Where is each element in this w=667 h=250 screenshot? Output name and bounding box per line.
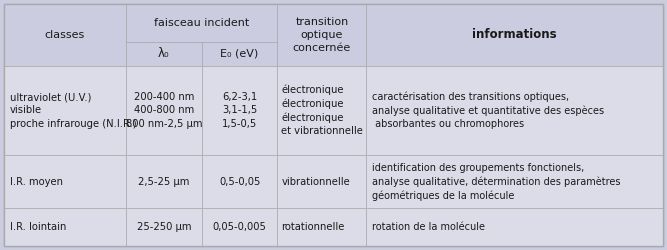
Text: I.R. lointain: I.R. lointain	[10, 222, 67, 232]
Bar	[366, 66, 663, 155]
Text: λ₀: λ₀	[158, 47, 169, 60]
Text: 200-400 nm
400-800 nm
800 nm-2,5 μm: 200-400 nm 400-800 nm 800 nm-2,5 μm	[125, 92, 202, 129]
Text: 0,5-0,05: 0,5-0,05	[219, 177, 260, 187]
Bar	[201, 66, 277, 155]
Bar	[277, 155, 366, 208]
Text: faisceau incident: faisceau incident	[154, 18, 249, 28]
Bar	[201, 208, 277, 246]
Text: transition
optique
concernée: transition optique concernée	[293, 17, 351, 53]
Bar	[4, 155, 126, 208]
Bar	[4, 66, 126, 155]
Bar	[126, 155, 201, 208]
Bar	[277, 208, 366, 246]
Text: classes: classes	[45, 30, 85, 40]
Bar	[126, 4, 277, 42]
Text: identification des groupements fonctionels,
analyse qualitative, détermination d: identification des groupements fonctione…	[372, 163, 621, 201]
Bar	[4, 208, 126, 246]
Text: caractérisation des transitions optiques,
analyse qualitative et quantitative de: caractérisation des transitions optiques…	[372, 92, 604, 129]
Text: 25-250 μm: 25-250 μm	[137, 222, 191, 232]
Text: vibrationnelle: vibrationnelle	[281, 177, 350, 187]
Text: E₀ (eV): E₀ (eV)	[221, 48, 259, 58]
Bar	[366, 155, 663, 208]
Bar	[277, 66, 366, 155]
Text: 2,5-25 μm: 2,5-25 μm	[138, 177, 189, 187]
Text: rotation de la molécule: rotation de la molécule	[372, 222, 486, 232]
Bar	[126, 42, 201, 66]
Text: électronique
électronique
électronique
et vibrationnelle: électronique électronique électronique e…	[281, 85, 364, 136]
Text: rotationnelle: rotationnelle	[281, 222, 345, 232]
Bar	[4, 4, 126, 66]
Bar	[201, 155, 277, 208]
Bar	[126, 66, 201, 155]
Bar	[201, 42, 277, 66]
Text: 6,2-3,1
3,1-1,5
1,5-0,5: 6,2-3,1 3,1-1,5 1,5-0,5	[222, 92, 257, 129]
Bar	[126, 208, 201, 246]
Text: informations: informations	[472, 28, 557, 41]
Text: 0,05-0,005: 0,05-0,005	[213, 222, 267, 232]
Text: I.R. moyen: I.R. moyen	[10, 177, 63, 187]
Bar	[366, 4, 663, 66]
Text: ultraviolet (U.V.)
visible
proche infrarouge (N.I.R.): ultraviolet (U.V.) visible proche infrar…	[10, 92, 137, 129]
Bar	[366, 208, 663, 246]
Bar	[277, 4, 366, 66]
